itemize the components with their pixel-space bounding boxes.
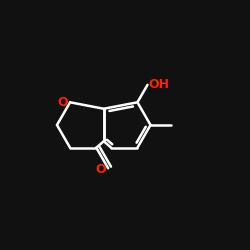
Text: O: O xyxy=(95,163,106,176)
Text: OH: OH xyxy=(149,78,170,91)
Text: O: O xyxy=(57,96,68,109)
